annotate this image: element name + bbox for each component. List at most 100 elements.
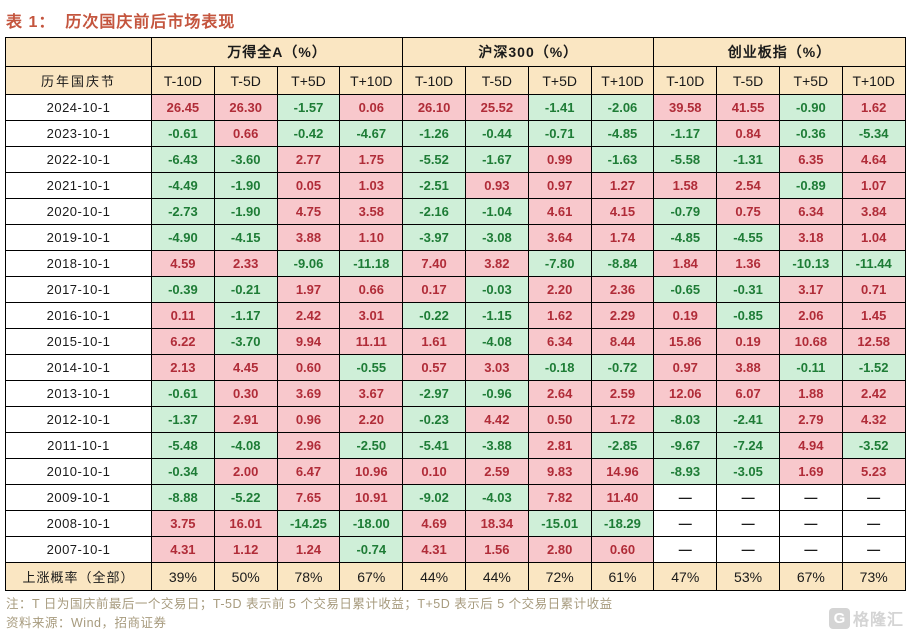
value-cell: 2.80 <box>527 536 592 563</box>
value-cell: -3.88 <box>464 432 529 459</box>
value-cell: -0.23 <box>402 406 466 433</box>
value-cell: 1.62 <box>527 302 592 329</box>
value-cell: -18.29 <box>590 510 655 537</box>
value-cell: 7.40 <box>402 250 466 277</box>
value-cell: 12.58 <box>841 328 906 355</box>
value-cell: -0.71 <box>527 120 592 147</box>
value-cell: -18.00 <box>339 510 404 537</box>
value-cell: 3.69 <box>276 380 341 407</box>
probability-cell: 44% <box>464 562 529 591</box>
value-cell: 4.45 <box>213 354 278 381</box>
table-row: 2012-10-1 -1.37 2.91 0.96 2.20 -0.23 4.42 0.50 1… <box>5 406 906 433</box>
value-cell: 0.99 <box>527 146 592 173</box>
value-cell: -0.36 <box>778 120 843 147</box>
value-cell: -0.65 <box>653 276 718 303</box>
value-cell: -5.34 <box>841 120 906 147</box>
value-cell: 1.69 <box>778 458 843 485</box>
value-cell: -4.67 <box>339 120 404 147</box>
value-cell: 2.20 <box>339 406 404 433</box>
table-row: 2009-10-1 -8.88 -5.22 7.65 10.91 -9.02 -4.03 7.… <box>5 484 906 511</box>
value-cell: — <box>716 536 780 563</box>
value-cell: 2.91 <box>213 406 278 433</box>
period-header: T+5D <box>527 66 592 95</box>
value-cell: -1.37 <box>151 406 215 433</box>
value-cell: -0.18 <box>527 354 592 381</box>
value-cell: -0.22 <box>402 302 466 329</box>
value-cell: -2.97 <box>402 380 466 407</box>
value-cell: -2.41 <box>716 406 780 433</box>
value-cell: 1.75 <box>339 146 404 173</box>
value-cell: -3.97 <box>402 224 466 251</box>
date-cell: 2015-10-1 <box>5 328 152 355</box>
value-cell: 0.17 <box>402 276 466 303</box>
value-cell: -5.41 <box>402 432 466 459</box>
probability-cell: 47% <box>653 562 718 591</box>
probability-cell: 39% <box>151 562 215 591</box>
value-cell: 6.34 <box>527 328 592 355</box>
value-cell: 0.66 <box>339 276 404 303</box>
value-cell: 3.17 <box>778 276 843 303</box>
value-cell: 2.42 <box>276 302 341 329</box>
table-row: 2017-10-1 -0.39 -0.21 1.97 0.66 0.17 -0.03 2.20… <box>5 276 906 303</box>
value-cell: 39.58 <box>653 94 718 121</box>
value-cell: 1.07 <box>841 172 906 199</box>
value-cell: 7.82 <box>527 484 592 511</box>
value-cell: — <box>778 510 843 537</box>
value-cell: 0.97 <box>653 354 718 381</box>
watermark-text: 格隆汇 <box>852 612 904 629</box>
period-header: T+10D <box>590 66 655 95</box>
footnote-definition: 注：T 日为国庆前最后一个交易日；T-5D 表示前 5 个交易日累计收益；T+5… <box>6 597 613 611</box>
value-cell: 6.47 <box>276 458 341 485</box>
value-cell: 2.29 <box>590 302 655 329</box>
value-cell: -5.52 <box>402 146 466 173</box>
value-cell: 4.31 <box>402 536 466 563</box>
value-cell: 3.82 <box>464 250 529 277</box>
table-row: 2022-10-1 -6.43 -3.60 2.77 1.75 -5.52 -1.67 0.9… <box>5 146 906 173</box>
corner-cell <box>5 37 152 67</box>
value-cell: 1.56 <box>464 536 529 563</box>
value-cell: 9.94 <box>276 328 341 355</box>
value-cell: 26.10 <box>402 94 466 121</box>
value-cell: -7.24 <box>716 432 780 459</box>
value-cell: 0.60 <box>590 536 655 563</box>
table-row: 2013-10-1 -0.61 0.30 3.69 3.67 -2.97 -0.96 2.64… <box>5 380 906 407</box>
date-cell: 2018-10-1 <box>5 250 152 277</box>
date-cell: 2012-10-1 <box>5 406 152 433</box>
group-header-row: 万得全A（%） 沪深300（%） 创业板指（%） <box>5 37 906 67</box>
value-cell: 4.31 <box>151 536 215 563</box>
value-cell: 1.24 <box>276 536 341 563</box>
value-cell: -0.03 <box>464 276 529 303</box>
value-cell: -4.85 <box>590 120 655 147</box>
value-cell: -8.93 <box>653 458 718 485</box>
value-cell: -1.31 <box>716 146 780 173</box>
value-cell: -5.48 <box>151 432 215 459</box>
value-cell: 14.96 <box>590 458 655 485</box>
value-cell: 26.30 <box>213 94 278 121</box>
value-cell: 2.54 <box>716 172 780 199</box>
probability-cell: 50% <box>213 562 278 591</box>
date-cell: 2014-10-1 <box>5 354 152 381</box>
value-cell: 26.45 <box>151 94 215 121</box>
value-cell: -1.17 <box>213 302 278 329</box>
value-cell: 1.61 <box>402 328 466 355</box>
value-cell: 11.40 <box>590 484 655 511</box>
value-cell: 4.94 <box>778 432 843 459</box>
table-row: 2019-10-1 -4.90 -4.15 3.88 1.10 -3.97 -3.08 3.6… <box>5 224 906 251</box>
value-cell: 4.75 <box>276 198 341 225</box>
period-header: T-10D <box>402 66 466 95</box>
value-cell: 0.19 <box>653 302 718 329</box>
footnote-source: 资料来源：Wind，招商证券 <box>6 615 167 630</box>
probability-cell: 53% <box>716 562 780 591</box>
value-cell: -1.15 <box>464 302 529 329</box>
value-cell: -2.50 <box>339 432 404 459</box>
value-cell: -0.89 <box>778 172 843 199</box>
value-cell: — <box>778 484 843 511</box>
value-cell: — <box>653 510 718 537</box>
value-cell: 4.32 <box>841 406 906 433</box>
probability-row: 上涨概率（全部） 39% 50% 78% 67% 44% 44% 72% 61% 47% 53% 67… <box>5 562 906 591</box>
value-cell: 7.65 <box>276 484 341 511</box>
value-cell: 4.59 <box>151 250 215 277</box>
table-row: 2021-10-1 -4.49 -1.90 0.05 1.03 -2.51 0.93 0.97… <box>5 172 906 199</box>
value-cell: 1.27 <box>590 172 655 199</box>
value-cell: 2.96 <box>276 432 341 459</box>
